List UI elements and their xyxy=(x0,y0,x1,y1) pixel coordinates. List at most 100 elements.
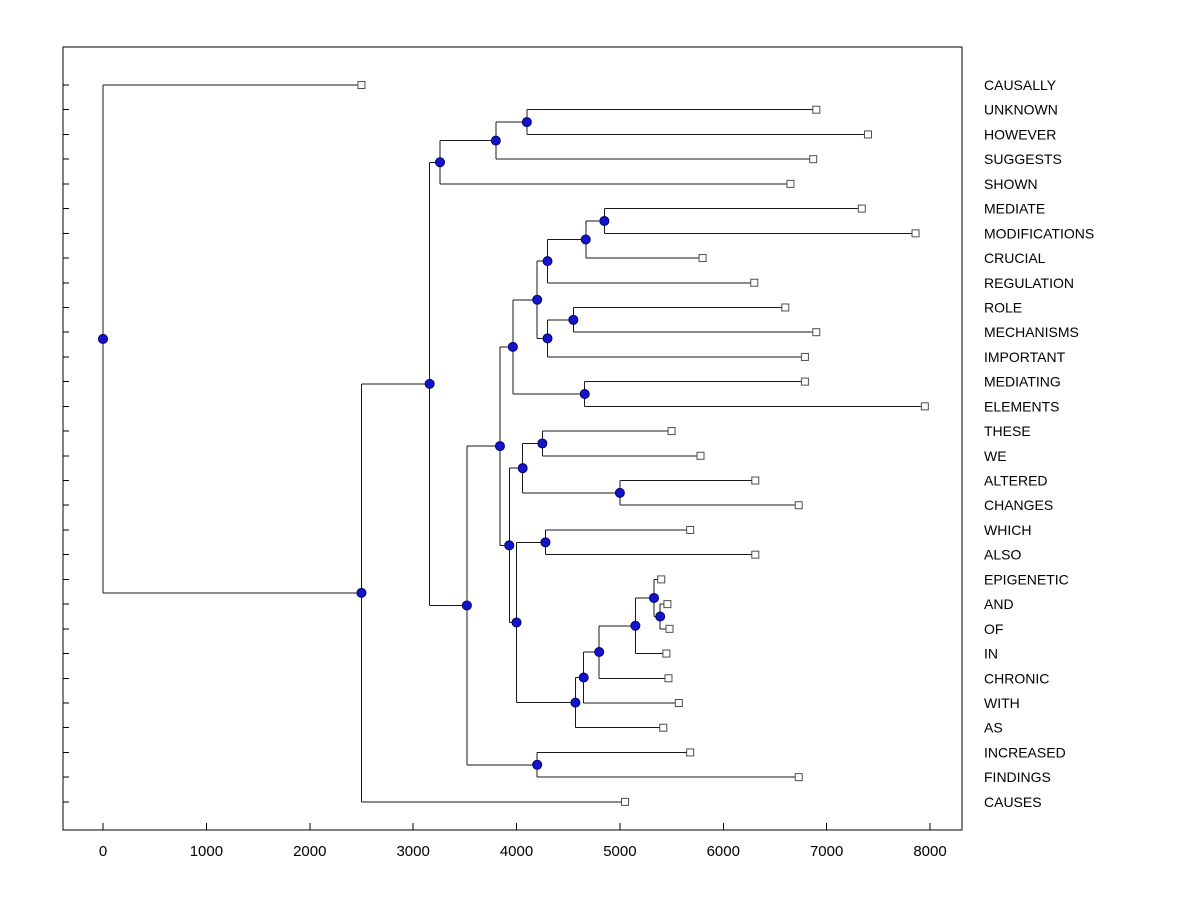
leaf-marker-square xyxy=(657,575,666,584)
x-tick-label: 0 xyxy=(99,843,107,860)
leaf-label: SHOWN xyxy=(984,176,1038,192)
leaf-marker-square xyxy=(659,723,668,732)
leaf-marker-square xyxy=(812,328,821,337)
leaf-label: MODIFICATIONS xyxy=(984,225,1094,241)
leaf-label: AND xyxy=(984,596,1014,612)
cluster-node-marker xyxy=(517,463,528,474)
axes xyxy=(62,46,963,831)
leaf-marker-square xyxy=(696,451,705,460)
x-tick-label: 5000 xyxy=(603,843,636,860)
leaf-marker-square xyxy=(667,427,676,436)
leaf-marker-square xyxy=(750,278,759,287)
leaf-label: WHICH xyxy=(984,522,1031,538)
leaf-marker-square xyxy=(863,130,872,139)
cluster-node-marker xyxy=(630,620,641,631)
leaf-label: MEDIATE xyxy=(984,201,1045,217)
cluster-node-marker xyxy=(504,540,515,551)
leaf-marker-square xyxy=(794,773,803,782)
leaf-label: ALTERED xyxy=(984,473,1048,489)
cluster-node-marker xyxy=(578,672,589,683)
leaf-label: MEDIATING xyxy=(984,374,1061,390)
leaf-marker-square xyxy=(621,797,630,806)
cluster-node-marker xyxy=(461,600,472,611)
leaf-marker-square xyxy=(812,105,821,114)
cluster-node-marker xyxy=(511,617,522,628)
x-axis-ticks: 0 1000 2000 3000 4000 5000 6000 7000 8000 xyxy=(99,823,947,860)
cluster-node-marker xyxy=(490,135,501,146)
leaf-label: UNKNOWN xyxy=(984,102,1058,118)
cluster-node-marker xyxy=(568,314,579,325)
cluster-node-marker xyxy=(537,438,548,449)
leaf-marker-square xyxy=(857,204,866,213)
cluster-node-marker xyxy=(570,697,581,708)
dendrogram-links xyxy=(102,84,925,803)
leaf-marker-square xyxy=(664,674,673,683)
cluster-node-marker xyxy=(356,587,367,598)
leaf-label: WE xyxy=(984,448,1007,464)
leaf-label: IMPORTANT xyxy=(984,349,1066,365)
leaf-label: ROLE xyxy=(984,299,1022,315)
leaf-label: ALSO xyxy=(984,547,1021,563)
leaf-label: CHANGES xyxy=(984,497,1053,513)
cluster-node-marker xyxy=(594,647,605,658)
leaf-marker-square xyxy=(800,377,809,386)
leaf-label: OF xyxy=(984,621,1003,637)
cluster-node-markers xyxy=(98,117,666,770)
leaf-label: CHRONIC xyxy=(984,670,1049,686)
leaf-marker-square xyxy=(663,600,672,609)
leaf-marker-square xyxy=(686,748,695,757)
cluster-node-marker xyxy=(540,537,551,548)
leaf-label: THESE xyxy=(984,423,1031,439)
x-tick-label: 6000 xyxy=(707,843,740,860)
x-tick-label: 2000 xyxy=(293,843,326,860)
leaf-marker-square xyxy=(674,699,683,707)
leaf-marker-square xyxy=(786,179,795,188)
cluster-node-marker xyxy=(599,215,610,226)
leaf-label: AS xyxy=(984,720,1003,736)
cluster-node-marker xyxy=(532,759,543,770)
x-tick-label: 3000 xyxy=(396,843,429,860)
cluster-node-marker xyxy=(580,234,591,245)
leaf-marker-square xyxy=(800,352,809,361)
cluster-node-marker xyxy=(507,341,518,352)
cluster-node-marker xyxy=(424,378,435,389)
y-axis-ticks xyxy=(63,84,69,803)
leaf-marker-square xyxy=(911,229,920,238)
leaf-label: EPIGENETIC xyxy=(984,571,1069,587)
cluster-node-marker xyxy=(494,441,505,452)
leaf-marker-square xyxy=(781,303,790,312)
leaf-label: INCREASED xyxy=(984,744,1066,760)
leaf-marker-square xyxy=(665,624,674,633)
leaf-marker-square xyxy=(920,402,929,411)
leaf-labels: CAUSALLY UNKNOWN HOWEVER SUGGESTS SHOWN MEDIA… xyxy=(984,77,1094,810)
cluster-node-marker xyxy=(98,333,108,344)
leaf-marker-square xyxy=(662,649,671,658)
leaf-label: MECHANISMS xyxy=(984,324,1079,340)
leaf-label: SUGGESTS xyxy=(984,151,1062,167)
leaf-marker-square xyxy=(686,525,695,534)
leaf-label: FINDINGS xyxy=(984,769,1051,785)
leaf-marker-square xyxy=(357,81,366,89)
x-tick-label: 1000 xyxy=(190,843,223,860)
cluster-node-marker xyxy=(542,256,553,267)
leaf-markers xyxy=(357,81,929,806)
leaf-label: IN xyxy=(984,646,998,662)
cluster-node-marker xyxy=(542,333,553,344)
leaf-marker-square xyxy=(698,254,707,263)
leaf-label: ELEMENTS xyxy=(984,398,1059,414)
cluster-node-marker xyxy=(435,157,446,168)
leaf-marker-square xyxy=(809,155,818,164)
leaf-label: CAUSES xyxy=(984,794,1042,810)
leaf-label: CAUSALLY xyxy=(984,77,1057,93)
cluster-node-marker xyxy=(655,611,666,622)
plot-box xyxy=(62,46,963,831)
cluster-node-marker xyxy=(648,592,659,603)
leaf-marker-square xyxy=(751,550,760,559)
leaf-marker-square xyxy=(751,476,760,485)
cluster-node-marker xyxy=(614,487,625,498)
leaf-label: CRUCIAL xyxy=(984,250,1046,266)
cluster-node-marker xyxy=(579,389,590,399)
cluster-node-marker xyxy=(532,294,543,305)
